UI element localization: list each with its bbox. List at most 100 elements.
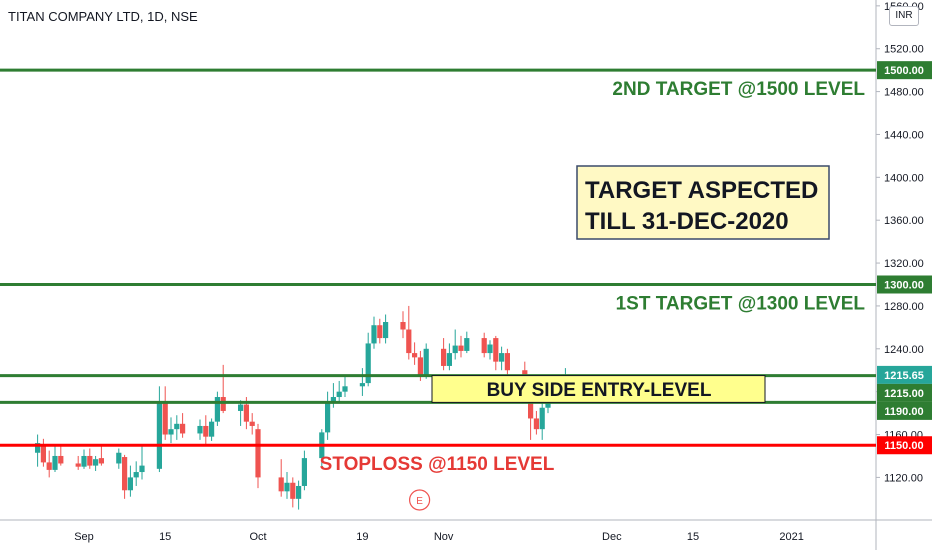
time-label: 2021: [779, 531, 803, 543]
candle-body: [539, 407, 545, 430]
candle-body: [533, 418, 539, 430]
price-label-bg: [877, 436, 932, 455]
y-tick-label: 1520.00: [884, 44, 924, 56]
candle-body: [365, 343, 371, 384]
events[interactable]: E: [409, 489, 431, 511]
target-label: 1ST TARGET @1300 LEVEL: [616, 293, 866, 314]
candle-body: [301, 458, 307, 486]
candle-body: [156, 402, 162, 469]
candle-body: [116, 452, 122, 464]
time-axis[interactable]: Sep 15 Oct 19 Nov Dec 15 2021: [74, 531, 804, 543]
candle-body: [243, 404, 249, 422]
y-tick-label: 1360.00: [884, 215, 924, 227]
price-label-bg: [877, 275, 932, 294]
candle-body: [46, 462, 52, 470]
candle-body: [98, 458, 104, 464]
candle-body: [168, 429, 174, 435]
entry-label: BUY SIDE ENTRY-LEVEL: [487, 380, 712, 401]
target-label: 2ND TARGET @1500 LEVEL: [612, 79, 865, 100]
candle-body: [87, 455, 93, 466]
price-label: 1190.00: [884, 406, 923, 418]
candle-body: [180, 423, 186, 434]
candle-body: [35, 443, 41, 453]
note-box: [576, 165, 830, 240]
price-label: 1215.65: [884, 370, 924, 382]
candle-body: [290, 482, 296, 499]
candle-body: [174, 423, 180, 430]
earnings-event-icon[interactable]: [409, 489, 431, 511]
candle-body: [441, 348, 447, 366]
candle-body: [162, 402, 168, 435]
candle-body: [58, 455, 64, 464]
candle-body: [238, 404, 244, 411]
candle-body: [209, 421, 215, 437]
candle-body: [220, 397, 226, 411]
candle-body: [214, 397, 220, 422]
candle-body: [458, 345, 464, 351]
candle-body: [377, 325, 383, 339]
price-label-bg: [877, 61, 932, 80]
y-tick-label: 1120.00: [884, 472, 923, 484]
time-label: 15: [159, 531, 171, 543]
time-label: Nov: [434, 531, 454, 543]
y-tick-label: 1280.00: [884, 301, 924, 313]
candle-body: [423, 348, 429, 376]
price-label-bg: [877, 365, 932, 384]
stoploss-label: STOPLOSS @1150 LEVEL: [320, 454, 555, 475]
y-tick-label: 1480.00: [884, 87, 924, 99]
time-label: Oct: [249, 531, 266, 543]
price-axis[interactable]: 1120.001160.001200.001240.001280.001320.…: [876, 1, 932, 485]
annotations: 2ND TARGET @1500 LEVEL 1ST TARGET @1300 L…: [320, 79, 866, 475]
candle-body: [446, 353, 452, 366]
entry-box: [431, 375, 766, 403]
time-label: 19: [356, 531, 368, 543]
candle-body: [504, 353, 510, 371]
price-label: 1500.00: [884, 65, 924, 77]
candle-body: [487, 344, 493, 354]
candle-body: [417, 357, 423, 376]
y-tick-label: 1440.00: [884, 129, 924, 141]
candle-body: [330, 397, 336, 403]
currency-button[interactable]: INR: [889, 6, 919, 26]
candle-body: [406, 329, 412, 354]
candles: [35, 305, 568, 510]
candle-body: [499, 353, 505, 362]
candle-body: [127, 477, 133, 491]
note-line: TILL 31-DEC-2020: [585, 208, 789, 235]
price-label-bg: [877, 401, 932, 420]
candle-body: [139, 465, 145, 473]
candle-body: [359, 383, 365, 387]
candle-body: [93, 459, 99, 466]
time-label: 15: [687, 531, 699, 543]
time-label: Dec: [602, 531, 622, 543]
candle-body: [325, 402, 331, 433]
price-label-bg: [877, 383, 932, 402]
earnings-event-label: E: [416, 496, 423, 507]
candle-body: [371, 325, 377, 344]
candle-body: [336, 391, 342, 398]
candle-body: [452, 345, 458, 354]
candle-body: [528, 393, 534, 419]
candle-body: [278, 477, 284, 492]
candle-body: [383, 322, 389, 339]
candle-body: [342, 386, 348, 392]
candle-body: [203, 425, 209, 437]
candle-body: [75, 463, 81, 467]
candle-body: [40, 445, 46, 463]
candle-body: [133, 472, 139, 478]
price-label: 1300.00: [884, 279, 924, 291]
candle-body: [81, 455, 87, 467]
candle-body: [122, 457, 128, 491]
candle-body: [412, 353, 418, 358]
candle-body: [249, 421, 255, 426]
candle-body: [481, 338, 487, 354]
candle-body: [255, 429, 261, 478]
symbol-title: TITAN COMPANY LTD, 1D, NSE: [8, 9, 198, 24]
price-label: 1215.00: [884, 388, 924, 400]
y-tick-label: 1400.00: [884, 172, 924, 184]
time-label: Sep: [74, 531, 94, 543]
candle-body: [296, 485, 302, 499]
candle-body: [197, 425, 203, 434]
